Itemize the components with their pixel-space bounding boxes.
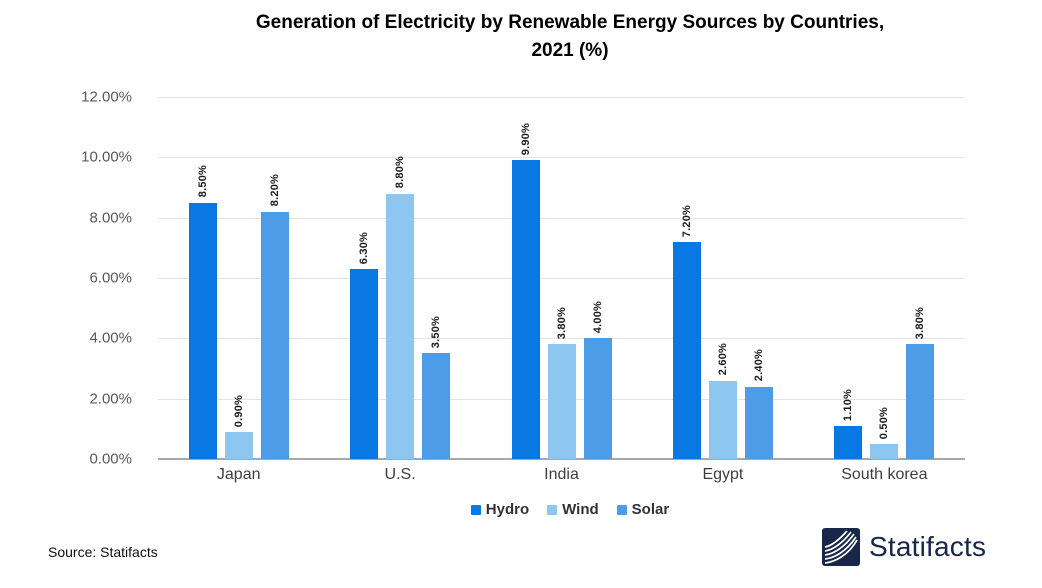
legend-label: Solar [631,501,670,518]
bar-value-label: 8.80% [394,156,407,189]
plot-area: 8.50% 0.90% 8.20% 6.30% 8.80% 3.50% 9.90% 3.80%… [158,97,965,460]
bar-value-label: 8.20% [268,174,281,207]
bar-group-u-s: 6.30% 8.80% 3.50% [319,97,480,459]
bar-value-label: 3.80% [555,307,568,340]
legend-swatch-icon [470,504,481,515]
bar-solar-egypt: 2.40% [744,349,773,459]
bar-groups: 8.50% 0.90% 8.20% 6.30% 8.80% 3.50% 9.90% 3.80%… [158,97,965,459]
chart-title-line1: Generation of Electricity by Renewable E… [255,12,885,33]
legend-label: Wind [562,501,599,518]
bar-value-label: 0.90% [232,394,245,427]
source-label: Source: Statifacts [48,544,158,560]
x-axis-category-label-u-s: U.S. [384,466,416,483]
y-axis-tick-label: 6.00% [89,269,132,287]
bar-wind-india: 3.80% [547,307,576,459]
bar-hydro-egypt: 7.20% [672,205,701,459]
bar-value-label: 6.30% [358,231,371,264]
y-axis-tick-label: 10.00% [81,148,132,166]
bar-solar-japan: 8.20% [260,174,289,459]
bar-wind-japan: 0.90% [224,395,253,459]
y-axis: 12.00% 10.00% 8.00% 6.00% 4.00% 2.00% 0.00% [0,89,132,468]
legend-swatch-icon [616,504,627,515]
y-axis-tick-label: 8.00% [89,209,132,227]
y-axis-tick-label: 0.00% [89,450,132,468]
bar-value-label: 1.10% [842,388,855,421]
gridline [158,338,965,340]
y-axis-tick-label: 2.00% [89,390,132,408]
x-axis: Japan U.S. India Egypt South korea [158,466,965,484]
x-axis-category-label-india: India [544,466,579,483]
legend: Hydro Wind Solar [160,501,980,518]
gridline [158,97,965,98]
bar-value-label: 8.50% [196,165,209,198]
bar-value-label: 3.80% [914,307,927,340]
legend-item-wind: Wind [547,501,599,518]
gridline [158,157,965,159]
bar-hydro-japan: 8.50% [188,165,217,459]
y-axis-tick-label: 12.00% [81,88,132,106]
bar-value-label: 2.60% [716,343,729,376]
x-axis-line [158,458,965,460]
statifacts-logo: Statifacts [822,528,986,566]
bar-wind-egypt: 2.60% [708,343,737,459]
legend-swatch-icon [547,504,558,515]
x-axis-category-label-south-korea: South korea [841,466,928,483]
y-axis-tick-label: 4.00% [89,329,132,347]
bar-group-japan: 8.50% 0.90% 8.20% [158,97,319,459]
bar-value-label: 4.00% [591,301,604,334]
bar-group-south-korea: 1.10% 0.50% 3.80% [804,97,965,459]
chart-title-line2: 2021 (%) [531,40,609,61]
bar-hydro-south-korea: 1.10% [834,389,863,459]
bar-value-label: 7.20% [680,204,693,237]
bar-hydro-india: 9.90% [511,123,540,459]
bar-value-label: 3.50% [430,316,443,349]
bar-solar-south-korea: 3.80% [906,307,935,459]
gridline [158,278,965,279]
bar-value-label: 9.90% [519,123,532,156]
legend-item-solar: Solar [616,501,670,518]
bar-solar-u-s: 3.50% [422,316,451,459]
bar-group-india: 9.90% 3.80% 4.00% [481,97,642,459]
brand-name: Statifacts [869,531,987,562]
bar-group-egypt: 7.20% 2.60% 2.40% [642,97,803,459]
bar-solar-india: 4.00% [583,301,612,459]
bar-value-label: 0.50% [878,406,891,439]
bar-wind-south-korea: 0.50% [870,407,899,459]
x-axis-category-label-japan: Japan [216,466,261,483]
gridline [158,217,965,219]
bar-value-label: 2.40% [752,349,765,382]
chart-title: Generation of Electricity by Renewable E… [160,9,980,65]
bar-hydro-u-s: 6.30% [350,232,379,459]
statifacts-logo-icon [822,528,860,566]
bar-wind-u-s: 8.80% [386,156,415,459]
legend-label: Hydro [485,501,530,518]
x-axis-category-label-egypt: Egypt [702,466,744,483]
legend-item-hydro: Hydro [470,501,530,518]
